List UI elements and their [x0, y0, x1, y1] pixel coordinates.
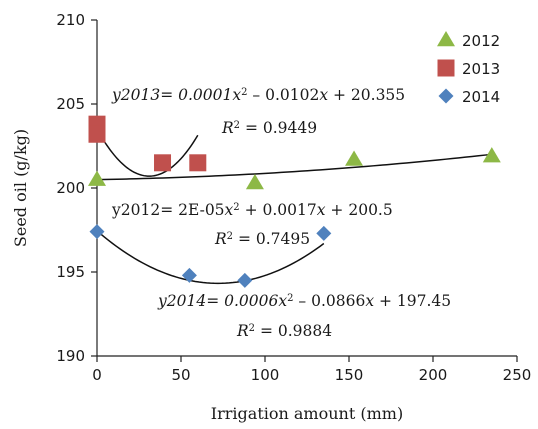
data-point-2012 [245, 173, 264, 190]
data-point-2013 [154, 154, 172, 172]
data-point-2014 [181, 267, 197, 283]
y-tick-label: 195 [56, 263, 85, 281]
y-tick-label: 205 [56, 95, 85, 113]
data-point-2014 [89, 224, 105, 240]
r2-2014: R2 = 0.9884 [236, 322, 332, 340]
r2-2013: R2 = 0.9449 [221, 119, 317, 137]
legend-marker-2013 [437, 59, 455, 77]
equation-2013-tail: + 20.355 [328, 86, 405, 104]
equation-2012-sup: 2 [233, 202, 239, 213]
trend-line-2014 [96, 230, 325, 285]
data-point-2013 [189, 154, 207, 172]
x-tick-label: 250 [503, 366, 532, 384]
legend-label-2014: 2014 [462, 88, 500, 106]
x-tick-label: 200 [419, 366, 448, 384]
legend-label-2012: 2012 [462, 32, 500, 50]
data-point-2014 [237, 272, 253, 288]
legend-marker-2012 [437, 31, 455, 47]
tick-marks [91, 19, 518, 362]
equation-2012-tail: + 200.5 [326, 201, 393, 219]
equation-2014-sup: 2 [287, 293, 293, 304]
equation-2013-x2: x [232, 86, 241, 104]
legend-label-2013: 2013 [462, 60, 500, 78]
x-tick-label: 150 [335, 366, 364, 384]
trend-lines [96, 128, 492, 285]
legend-marker-2014 [438, 88, 454, 104]
data-point-2013 [88, 125, 106, 143]
data-points [88, 115, 501, 288]
r2-2012-value: = 0.7495 [233, 230, 310, 248]
data-point-2012 [345, 150, 364, 166]
tick-labels: 0 50 100 150 200 250 190 195 200 205 210 [56, 11, 531, 384]
legend: 2012 2013 2014 [437, 31, 500, 106]
data-point-2012 [88, 170, 106, 186]
equation-2012: y2012= 2E-05x2 + 0.0017x + 200.5 [111, 201, 393, 219]
equation-2012-x2: x [225, 201, 234, 219]
equation-2014-lhs: y2014= 0.0006 [157, 292, 278, 310]
equation-2012-x1: x [317, 201, 326, 219]
y-axis-title: Seed oil (g/kg) [11, 129, 30, 247]
r2-2013-value: = 0.9449 [240, 119, 317, 137]
x-tick-label: 50 [171, 366, 190, 384]
equation-2013-mid: – 0.0102 [247, 86, 319, 104]
equation-2014-x1: x [365, 292, 374, 310]
trend-line-2012 [96, 153, 492, 181]
equation-2013-lhs: y2013= 0.0001 [111, 86, 232, 104]
data-point-2012 [482, 147, 501, 163]
equation-2014-tail: + 197.45 [374, 292, 451, 310]
equation-2012-lhs: y2012= 2E-05 [111, 201, 225, 219]
data-point-2014 [316, 225, 332, 241]
r2-2012: R2 = 0.7495 [214, 230, 310, 248]
equation-2014-x2: x [278, 292, 287, 310]
x-tick-label: 100 [251, 366, 280, 384]
y-tick-label: 200 [56, 179, 85, 197]
x-axis-title: Irrigation amount (mm) [211, 404, 403, 423]
trend-line-2013 [96, 128, 199, 177]
equation-2013: y2013= 0.0001x2 – 0.0102x + 20.355 [111, 86, 405, 104]
equation-2014: y2014= 0.0006x2 – 0.0866x + 197.45 [157, 292, 451, 310]
equation-2013-x1: x [319, 86, 328, 104]
equation-2013-sup: 2 [241, 87, 247, 98]
equation-2014-mid: – 0.0866 [293, 292, 365, 310]
x-tick-label: 0 [92, 366, 102, 384]
equation-2012-mid: + 0.0017 [240, 201, 317, 219]
y-tick-label: 210 [56, 11, 85, 29]
r2-2014-value: = 0.9884 [255, 322, 332, 340]
y-tick-label: 190 [56, 347, 85, 365]
